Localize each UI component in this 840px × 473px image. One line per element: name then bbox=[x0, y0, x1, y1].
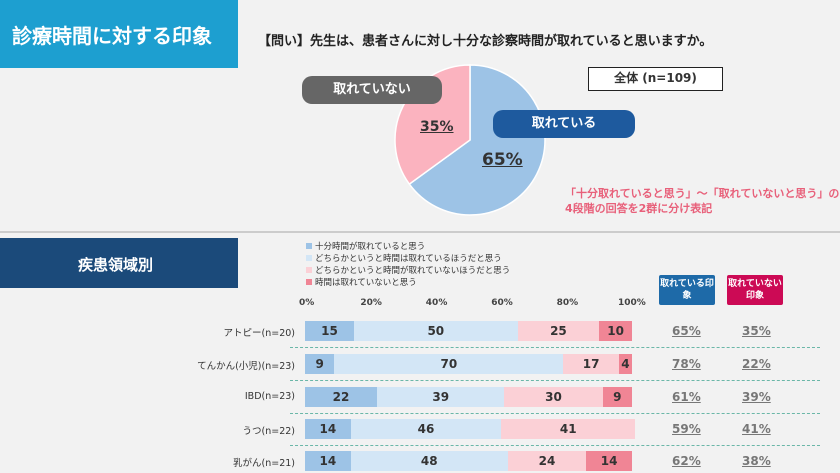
category-label: IBD(n=23) bbox=[244, 391, 295, 402]
bar-segment: 48 bbox=[350, 451, 508, 471]
legend-item: 十分時間が取れていると思う bbox=[306, 241, 510, 253]
pie-slice bbox=[408, 64, 546, 216]
section-title-disease: 疾患領域別 bbox=[0, 238, 238, 288]
question-text: 【問い】先生は、患者さんに対し十分な診察時間が取れていると思いますか。 bbox=[258, 34, 713, 49]
legend: 十分時間が取れていると思う どちらかというと時間は取れているほうだと思う どちら… bbox=[306, 241, 510, 289]
bar-segment: 14 bbox=[586, 451, 632, 471]
legend-item: どちらかというと時間は取れているほうだと思う bbox=[306, 253, 510, 265]
note-line-2: 4段階の回答を2群に分け表記 bbox=[565, 202, 713, 215]
group-total: 65% bbox=[672, 324, 701, 338]
x-tick-label: 80% bbox=[556, 298, 579, 308]
legend-item: 時間は取れていないと思う bbox=[306, 277, 510, 289]
divider bbox=[0, 231, 840, 233]
header-no: 取れていない印象 bbox=[727, 275, 783, 305]
bar-segment: 9 bbox=[305, 354, 335, 374]
bar-segment: 46 bbox=[350, 419, 502, 439]
group-total: 61% bbox=[672, 390, 701, 404]
category-label: アトピー(n=20) bbox=[223, 328, 295, 339]
legend-label: どちらかというと時間が取れていないほうだと思う bbox=[315, 266, 511, 276]
group-total: 62% bbox=[672, 454, 701, 468]
bar-segment: 70 bbox=[334, 354, 564, 374]
x-tick-label: 40% bbox=[425, 298, 448, 308]
bar-segment: 22 bbox=[305, 387, 377, 407]
bar-segment: 4 bbox=[618, 354, 632, 374]
x-tick-label: 0% bbox=[299, 298, 315, 308]
bar-segment: 39 bbox=[376, 387, 505, 407]
category-label: てんかん(小児)(n=23) bbox=[197, 361, 295, 372]
row-divider bbox=[290, 445, 820, 446]
bar-segment: 15 bbox=[305, 321, 355, 341]
bar-segment: 14 bbox=[305, 419, 351, 439]
header-yes: 取れている印象 bbox=[659, 275, 715, 305]
note-text: 「十分取れていると思う」～「取れていないと思う」の 4段階の回答を2群に分け表記 bbox=[565, 186, 839, 216]
bar-segment: 14 bbox=[305, 451, 351, 471]
group-total: 38% bbox=[742, 454, 771, 468]
bar-segment: 17 bbox=[563, 354, 619, 374]
note-line-1: 「十分取れていると思う」～「取れていないと思う」の bbox=[565, 187, 840, 200]
total-label: 全体 (n=109) bbox=[588, 67, 723, 91]
group-total: 39% bbox=[742, 390, 771, 404]
pie-label-no: 取れていない bbox=[302, 76, 442, 104]
legend-label: 時間は取れていないと思う bbox=[315, 278, 417, 288]
legend-label: 十分時間が取れていると思う bbox=[315, 242, 426, 252]
bar-segment: 9 bbox=[602, 387, 632, 407]
x-tick-label: 60% bbox=[491, 298, 513, 308]
row-divider bbox=[290, 347, 820, 348]
group-total: 41% bbox=[742, 422, 771, 436]
pie-label-yes: 取れている bbox=[493, 110, 635, 138]
group-total: 22% bbox=[742, 357, 771, 371]
category-label: うつ(n=22) bbox=[242, 426, 295, 437]
legend-label: どちらかというと時間は取れているほうだと思う bbox=[315, 254, 502, 264]
bar-segment: 10 bbox=[599, 321, 632, 341]
group-total: 59% bbox=[672, 422, 701, 436]
legend-item: どちらかというと時間が取れていないほうだと思う bbox=[306, 265, 510, 277]
section-title-overall: 診療時間に対する印象 bbox=[0, 0, 238, 68]
group-total: 35% bbox=[742, 324, 771, 338]
row-divider bbox=[290, 413, 820, 414]
bar-segment: 41 bbox=[501, 419, 636, 439]
group-total: 78% bbox=[672, 357, 701, 371]
bar-segment: 24 bbox=[507, 451, 587, 471]
category-label: 乳がん(n=21) bbox=[233, 458, 295, 469]
bar-segment: 30 bbox=[504, 387, 603, 407]
bar-segment: 25 bbox=[517, 321, 600, 341]
x-tick-label: 20% bbox=[360, 298, 382, 308]
x-tick-label: 100% bbox=[618, 298, 646, 308]
pie-pct-yes: 65% bbox=[482, 150, 523, 170]
bar-segment: 50 bbox=[354, 321, 518, 341]
row-divider bbox=[290, 380, 820, 381]
pie-pct-no: 35% bbox=[420, 119, 454, 135]
